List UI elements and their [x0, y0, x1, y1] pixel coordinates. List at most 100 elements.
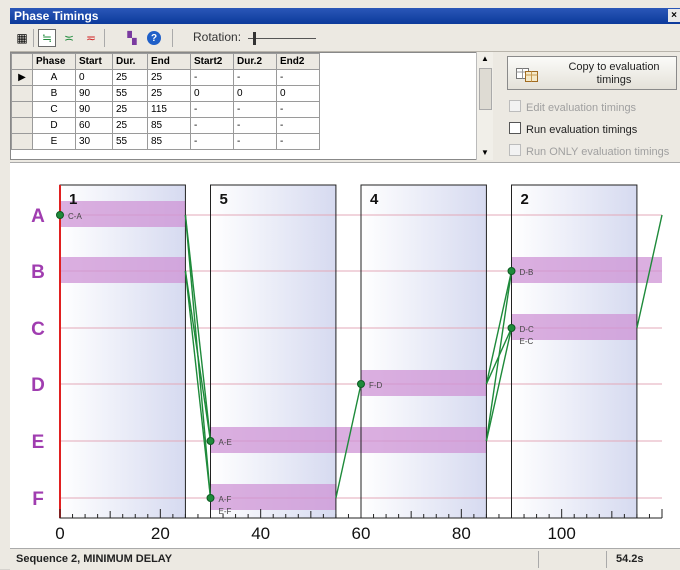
table-cell[interactable]: 90 [75, 85, 113, 102]
column-header[interactable]: Start [75, 53, 113, 70]
stage-label: 5 [220, 191, 228, 208]
stage-label: 1 [69, 191, 77, 208]
transition-marker [357, 380, 365, 388]
evaluation-panel: Copy to evaluation timings Edit evaluati… [493, 52, 680, 160]
phase-table: Phase Start Dur. End Start2 Dur.2 End2 ▶ A 0 25 25… [10, 52, 492, 160]
grid-table-icon[interactable]: ▦ [16, 31, 28, 45]
rotation-slider-thumb[interactable] [253, 32, 256, 45]
table-cell[interactable]: 115 [147, 101, 191, 118]
table-cell[interactable]: - [276, 133, 320, 150]
table-row[interactable]: D 60 25 85- - - [11, 117, 320, 134]
edit-evaluation-checkbox[interactable]: Edit evaluation timings [509, 100, 636, 114]
table-cell[interactable]: - [190, 133, 234, 150]
help-icon[interactable]: ? [147, 31, 161, 45]
table-cell[interactable]: - [276, 69, 320, 86]
table-cell[interactable]: - [190, 69, 234, 86]
table-cell[interactable]: 0 [190, 85, 234, 102]
column-header[interactable]: Phase [32, 53, 76, 70]
x-tick-label: 0 [55, 524, 64, 543]
current-row-marker[interactable]: ▶ [11, 69, 33, 86]
table-row[interactable]: B 90 55 25 0 0 0 [11, 85, 320, 102]
run-evaluation-checkbox[interactable]: Run evaluation timings [509, 122, 637, 136]
phase-timing-chart[interactable]: 1 5 4 2 A B C D E F C-A A-E A-F E-F F-D D-B D-C E-C 0 20 40… [10, 162, 680, 548]
table-row[interactable]: C 90 25 115- - - [11, 101, 320, 118]
table-cell[interactable]: - [276, 117, 320, 134]
row-header[interactable] [11, 117, 33, 134]
toolbar-separator [172, 29, 173, 47]
table-cell[interactable]: 25 [112, 69, 148, 86]
title-bar: Phase Timings × [10, 8, 680, 24]
table-cell[interactable]: 25 [112, 117, 148, 134]
column-header[interactable]: Dur. [112, 53, 148, 70]
transition-line [184, 270, 212, 499]
table-cell[interactable]: - [190, 101, 234, 118]
checkbox-box[interactable] [509, 100, 521, 112]
table-cell[interactable]: - [233, 101, 277, 118]
table-cell[interactable]: 25 [147, 85, 191, 102]
timing-diagram-svg[interactable]: 1 5 4 2 A B C D E F C-A A-E A-F E-F F-D D-B D-C E-C 0 20 40… [10, 163, 680, 548]
table-cell[interactable]: B [32, 85, 76, 102]
phase-green-bar [511, 257, 662, 283]
table-cell[interactable]: - [190, 117, 234, 134]
phase-row-label: E [32, 432, 45, 453]
timing-edit-icon[interactable]: ≍ [63, 31, 75, 45]
table-cell[interactable]: E [32, 133, 76, 150]
row-header[interactable] [11, 133, 33, 150]
run-only-evaluation-checkbox[interactable]: Run ONLY evaluation timings [509, 144, 669, 158]
scroll-thumb[interactable] [479, 68, 492, 110]
checkbox-box[interactable] [509, 122, 521, 134]
table-cell[interactable]: 55 [112, 133, 148, 150]
table-cell[interactable]: 85 [147, 117, 191, 134]
close-icon[interactable]: × [668, 9, 680, 22]
status-time: 54.2s [616, 553, 644, 565]
table-cell[interactable]: - [233, 117, 277, 134]
checkbox-box[interactable] [509, 144, 521, 156]
scroll-down-icon[interactable]: ▼ [481, 148, 489, 157]
table-scrollbar[interactable]: ▲ ▼ [476, 52, 493, 160]
scroll-up-icon[interactable]: ▲ [481, 54, 489, 63]
table-cell[interactable]: 0 [233, 85, 277, 102]
x-tick-label: 40 [251, 524, 270, 543]
marker-label: D-C [520, 325, 534, 334]
table-cell[interactable]: 25 [147, 69, 191, 86]
transition-line [184, 270, 212, 442]
column-header[interactable]: End [147, 53, 191, 70]
table-cell[interactable]: - [276, 101, 320, 118]
rotation-slider[interactable] [248, 32, 316, 45]
transition-line [485, 327, 513, 442]
table-cell[interactable]: 0 [276, 85, 320, 102]
table-cell[interactable]: 90 [75, 101, 113, 118]
table-cell[interactable]: C [32, 101, 76, 118]
row-header[interactable] [11, 85, 33, 102]
timing-red-icon[interactable]: ≂ [85, 31, 97, 45]
table-cell[interactable]: 60 [75, 117, 113, 134]
table-cell[interactable]: - [233, 69, 277, 86]
table-cell[interactable]: 0 [75, 69, 113, 86]
table-cell[interactable]: 30 [75, 133, 113, 150]
marker-label: C-A [68, 212, 82, 221]
table-cell[interactable]: 25 [112, 101, 148, 118]
table-row[interactable]: ▶ A 0 25 25- - - [11, 69, 320, 86]
column-header[interactable]: End2 [276, 53, 320, 70]
phase-row-label: B [31, 262, 45, 283]
phase-row-label: A [31, 206, 45, 227]
table-cell[interactable]: A [32, 69, 76, 86]
phase-row-label: C [31, 319, 45, 340]
table-cell[interactable]: D [32, 117, 76, 134]
rotation-label: Rotation: [193, 30, 242, 44]
marker-label: E-C [520, 337, 534, 346]
transition-marker [507, 324, 516, 332]
copy-to-evaluation-button[interactable]: Copy to evaluation timings [507, 56, 677, 90]
x-tick-label: 100 [547, 524, 575, 543]
phase-colors-icon[interactable]: ▚ [127, 31, 137, 45]
table-cell[interactable]: 55 [112, 85, 148, 102]
stage-box [511, 185, 637, 518]
column-header[interactable]: Start2 [190, 53, 234, 70]
row-header[interactable] [11, 101, 33, 118]
timing-diagram-icon[interactable]: ≒ [38, 29, 56, 47]
table-cell[interactable]: - [233, 133, 277, 150]
column-header[interactable]: Dur.2 [233, 53, 277, 70]
table-row[interactable]: E 30 55 85- - - [11, 133, 320, 150]
table-cell[interactable]: 85 [147, 133, 191, 150]
